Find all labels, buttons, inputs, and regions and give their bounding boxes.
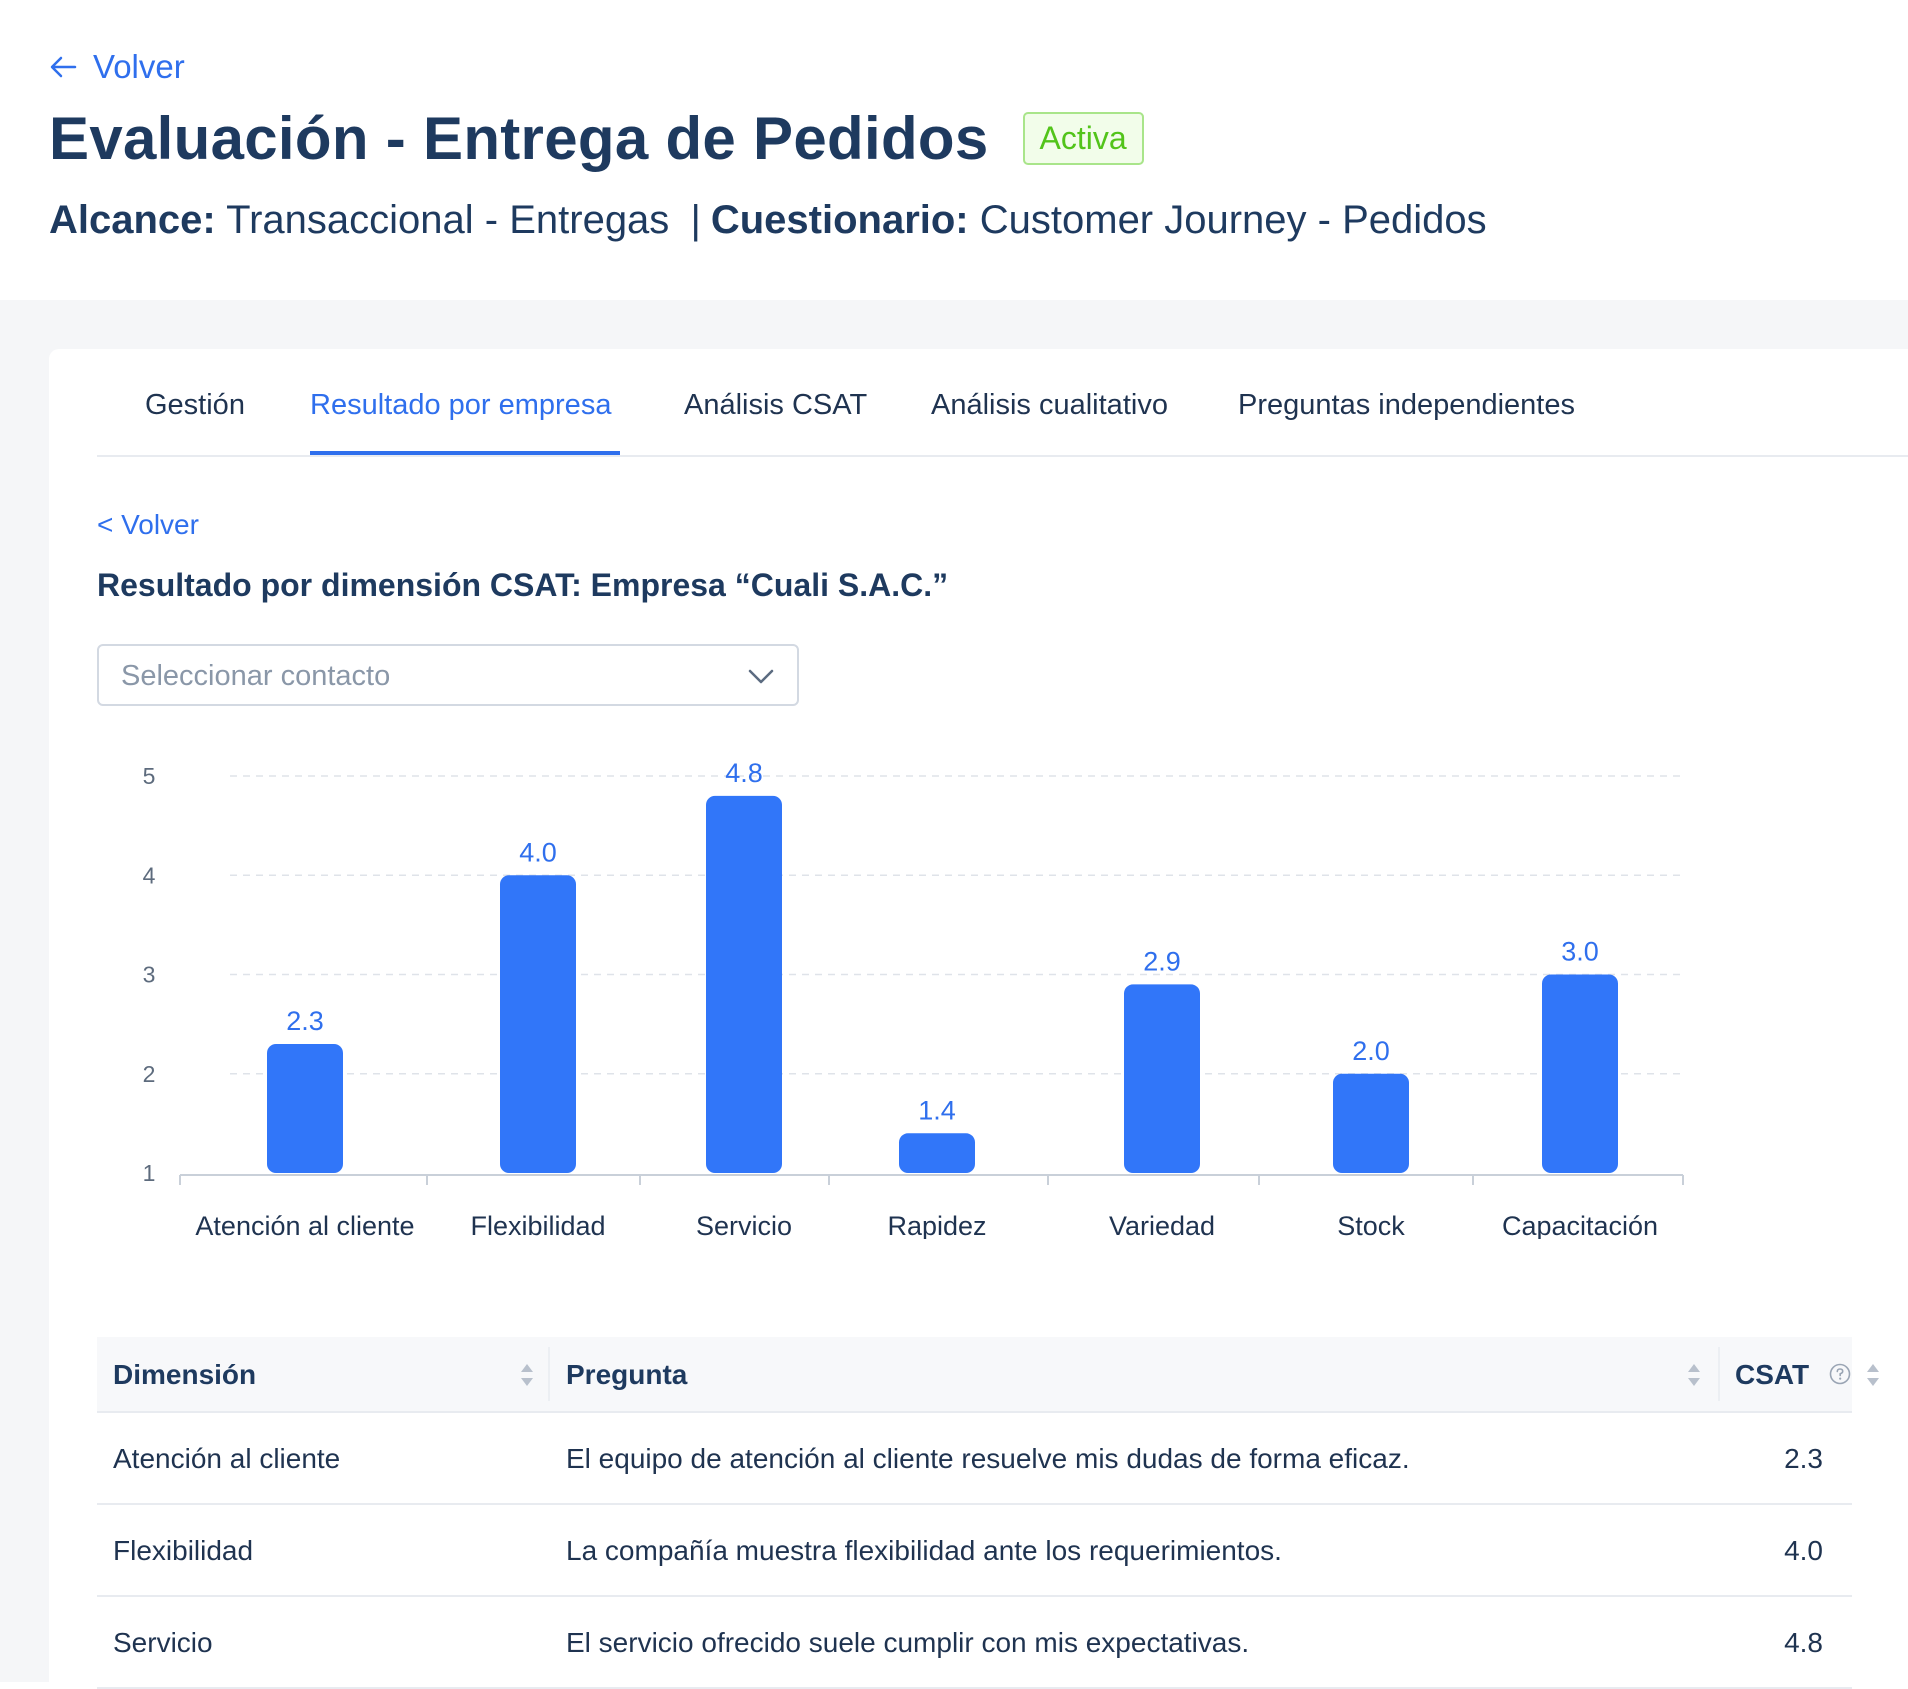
x-tick-label: Flexibilidad — [470, 1211, 605, 1239]
tab-preguntas-independientes[interactable]: Preguntas independientes — [1238, 389, 1575, 421]
questionnaire-label: Cuestionario: — [710, 198, 969, 242]
cell-dimension: Atención al cliente — [113, 1443, 341, 1474]
help-icon[interactable] — [1828, 1362, 1852, 1386]
scope-label: Alcance: — [49, 198, 216, 242]
data-label: 3.0 — [1561, 937, 1599, 967]
page-title: Evaluación - Entrega de Pedidos — [49, 105, 989, 172]
cell-question: La compañía muestra flexibilidad ante lo… — [566, 1535, 1282, 1566]
table-header: Dimensión Pregunta CSAT — [97, 1337, 1879, 1413]
x-tick-label: Capacitación — [1502, 1211, 1658, 1239]
data-label: 1.4 — [918, 1095, 956, 1125]
data-label: 2.0 — [1352, 1036, 1390, 1066]
column-divider — [1718, 1347, 1720, 1401]
bar — [706, 795, 782, 1173]
y-tick-label: 4 — [143, 862, 156, 888]
back-link-label: Volver — [93, 48, 185, 85]
data-label: 2.3 — [286, 1006, 324, 1036]
back-link[interactable]: Volver — [49, 48, 185, 86]
table-row[interactable]: Flexibilidad La compañía muestra flexibi… — [97, 1505, 1852, 1597]
tab-analisis-cualitativo[interactable]: Análisis cualitativo — [931, 389, 1168, 421]
evaluation-meta: Alcance: Transaccional - Entregas | Cuest… — [49, 198, 1487, 243]
results-table: Dimensión Pregunta CSAT Atención al clie… — [97, 1337, 1879, 1689]
data-label: 2.9 — [1143, 946, 1181, 976]
results-card: Gestión Resultado por empresa Análisis C… — [49, 349, 1908, 1689]
section-title: Resultado por dimensión CSAT: Empresa “C… — [97, 567, 949, 603]
x-tick-label: Rapidez — [887, 1211, 986, 1239]
bar — [899, 1133, 975, 1173]
bar — [500, 875, 576, 1173]
bar — [1542, 974, 1618, 1173]
cell-csat: 2.3 — [1784, 1443, 1823, 1474]
table-row[interactable]: Atención al cliente El equipo de atenció… — [97, 1413, 1852, 1505]
chevron-down-icon — [748, 669, 774, 684]
column-header-question[interactable]: Pregunta — [566, 1359, 688, 1390]
bar — [267, 1043, 343, 1173]
y-tick-label: 2 — [143, 1061, 156, 1087]
sort-icon[interactable] — [1865, 1362, 1881, 1388]
cell-question: El equipo de atención al cliente resuelv… — [566, 1443, 1410, 1474]
tab-analisis-csat[interactable]: Análisis CSAT — [684, 389, 868, 421]
scope-value: Transaccional - Entregas — [226, 198, 670, 242]
cell-dimension: Servicio — [113, 1627, 213, 1658]
cell-dimension: Flexibilidad — [113, 1535, 254, 1566]
y-tick-label: 3 — [143, 962, 156, 988]
sort-icon[interactable] — [1686, 1362, 1702, 1388]
status-badge: Activa — [1022, 112, 1144, 165]
tab-bar: Gestión Resultado por empresa Análisis C… — [97, 349, 1908, 457]
column-header-dimension[interactable]: Dimensión — [113, 1359, 257, 1390]
contact-select-placeholder: Seleccionar contacto — [121, 660, 391, 692]
arrow-left-icon — [50, 56, 77, 78]
contact-select[interactable]: Seleccionar contacto — [97, 644, 799, 706]
cell-csat: 4.8 — [1784, 1627, 1823, 1658]
cell-csat: 4.0 — [1784, 1535, 1823, 1566]
tab-resultado-por-empresa[interactable]: Resultado por empresa — [310, 389, 612, 421]
sort-icon[interactable] — [519, 1362, 535, 1388]
x-tick-label: Stock — [1337, 1211, 1405, 1239]
questionnaire-value: Customer Journey - Pedidos — [979, 198, 1487, 242]
csat-bar-chart: 1 2 3 4 5 2.3 Atención al cliente 4.0 Flexibilid… — [143, 758, 1684, 1239]
cell-question: El servicio ofrecido suele cumplir con m… — [566, 1627, 1250, 1658]
active-tab-indicator — [310, 451, 620, 455]
bar — [1333, 1073, 1409, 1173]
x-tick-label: Servicio — [696, 1211, 792, 1239]
y-tick-label: 5 — [143, 763, 156, 789]
y-tick-label: 1 — [143, 1160, 156, 1186]
page-header: Volver Evaluación - Entrega de Pedidos A… — [0, 0, 1908, 300]
column-header-csat[interactable]: CSAT — [1735, 1359, 1810, 1390]
x-tick-label: Atención al cliente — [195, 1211, 414, 1239]
data-label: 4.8 — [725, 758, 763, 788]
tab-gestion[interactable]: Gestión — [145, 389, 245, 421]
back-inner-link[interactable]: < Volver — [97, 509, 199, 540]
table-row[interactable]: Servicio El servicio ofrecido suele cump… — [97, 1597, 1852, 1689]
meta-separator: | — [690, 198, 701, 242]
data-label: 4.0 — [519, 837, 557, 867]
x-tick-label: Variedad — [1109, 1211, 1215, 1239]
bar — [1124, 984, 1200, 1173]
column-divider — [548, 1347, 550, 1401]
